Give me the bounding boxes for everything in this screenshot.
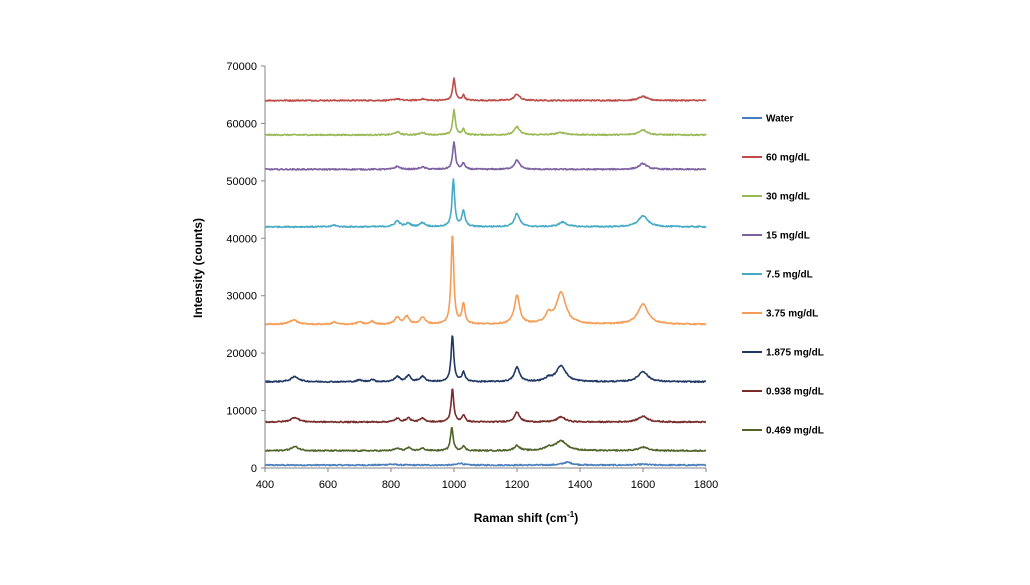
legend-label: Water <box>766 114 794 125</box>
x-tick-label: 600 <box>319 479 337 491</box>
x-axis-title-end: ) <box>574 511 578 525</box>
x-axis-title-sup: -1 <box>567 510 575 519</box>
x-tick-label: 1000 <box>442 479 466 491</box>
y-axis-title: Intensity (counts) <box>191 218 205 318</box>
legend: Water 60 mg/dL 30 mg/dL 15 mg/dL 7.5 mg/dL 3.… <box>742 114 824 437</box>
y-tick-label: 10000 <box>226 406 257 418</box>
legend-label: 3.75 mg/dL <box>766 309 818 320</box>
legend-label: 0.938 mg/dL <box>766 387 824 398</box>
series-line <box>264 388 707 424</box>
x-tick-label: 400 <box>256 479 274 491</box>
y-tick-label: 30000 <box>226 291 257 303</box>
legend-label: 1.875 mg/dL <box>766 348 824 359</box>
series-line <box>264 77 707 102</box>
x-tick-label: 1600 <box>631 479 655 491</box>
series-line <box>264 461 707 467</box>
series-line <box>264 108 707 137</box>
series-line <box>264 427 707 453</box>
plot-area <box>264 77 707 467</box>
legend-label: 15 mg/dL <box>766 231 810 242</box>
y-tick-label: 70000 <box>226 61 257 73</box>
y-tick-label: 40000 <box>226 233 257 245</box>
y-tick-label: 20000 <box>226 348 257 360</box>
legend-label: 0.469 mg/dL <box>766 426 824 437</box>
y-tick-label: 0 <box>251 463 257 475</box>
x-tick-label: 800 <box>382 479 400 491</box>
x-tick-label: 1200 <box>505 479 529 491</box>
series-line <box>264 235 707 326</box>
x-tick-label: 1400 <box>568 479 592 491</box>
x-axis-title: Raman shift (cm-1) <box>474 510 578 525</box>
legend-label: 7.5 mg/dL <box>766 270 813 281</box>
series-line <box>264 178 707 229</box>
axes: 0 10000 20000 30000 40000 50000 60000 70000 400 6… <box>226 61 718 491</box>
y-tick-label: 50000 <box>226 176 257 188</box>
legend-label: 60 mg/dL <box>766 153 810 164</box>
x-axis-title-main: Raman shift (cm <box>474 511 567 525</box>
legend-label: 30 mg/dL <box>766 192 810 203</box>
series-line <box>264 335 707 384</box>
x-tick-label: 1800 <box>694 479 718 491</box>
series-line <box>264 141 707 171</box>
y-tick-label: 60000 <box>226 118 257 130</box>
